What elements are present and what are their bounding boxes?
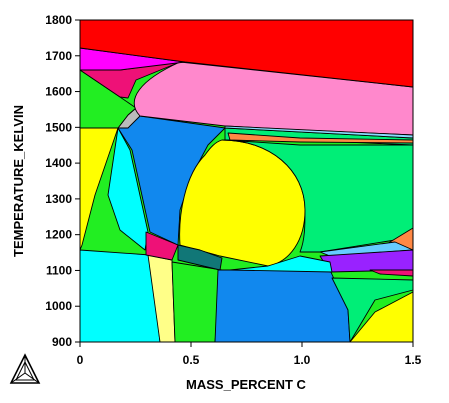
region-cyan-lower-right-strip — [229, 255, 333, 273]
x-tick-label: 1.0 — [294, 353, 311, 367]
region-cyan-bottom-left — [79, 249, 161, 343]
x-tick-label: 0.5 — [183, 353, 200, 367]
y-tick-label: 1300 — [45, 192, 72, 206]
y-tick-label: 900 — [52, 335, 72, 349]
y-tick-label: 1800 — [45, 13, 72, 27]
y-tick-label: 1600 — [45, 85, 72, 99]
y-tick-label: 1500 — [45, 120, 72, 134]
region-cyan-left-column — [107, 127, 149, 251]
x-tick-label: 1.5 — [405, 353, 422, 367]
region-green-right-middle — [221, 139, 414, 253]
thermo-calc-triangle-icon — [9, 353, 41, 384]
x-axis-ticks: 0 0.5 1.0 1.5 — [77, 342, 422, 367]
x-tick-label: 0 — [77, 353, 84, 367]
region-blue-lower — [214, 269, 351, 343]
y-tick-label: 1100 — [46, 263, 72, 277]
y-axis-ticks: 900 1000 1100 1200 1300 1400 1500 1600 1700 1800 — [45, 13, 80, 349]
x-axis-label: MASS_PERCENT C — [186, 377, 307, 392]
y-axis-label: TEMPERATURE_KELVIN — [11, 105, 26, 257]
region-deep-pink-small — [145, 231, 179, 261]
y-tick-label: 1000 — [45, 299, 72, 313]
region-teal-strip — [177, 244, 223, 271]
plot-frame — [79, 19, 414, 343]
region-lime-lower-mid — [171, 261, 223, 343]
y-tick-label: 1700 — [45, 49, 72, 63]
phase-regions — [79, 19, 414, 343]
y-tick-label: 1200 — [45, 228, 72, 242]
y-tick-label: 1400 — [45, 156, 72, 170]
